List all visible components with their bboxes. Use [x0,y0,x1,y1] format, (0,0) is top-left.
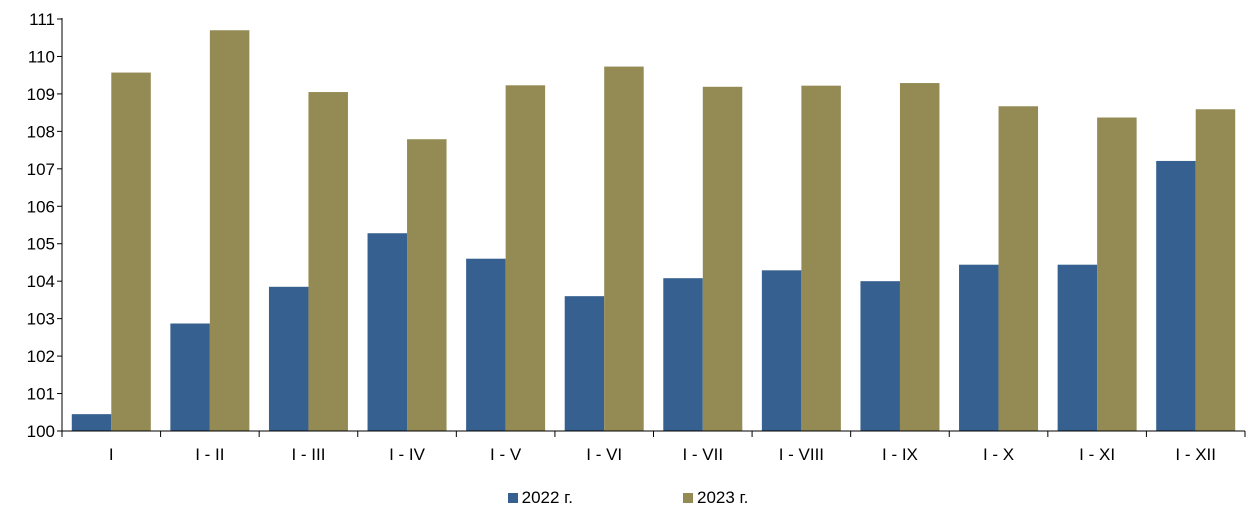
x-tick-label: I - IX [882,445,918,464]
bar-2022-2 [170,323,210,431]
y-tick-label: 108 [27,122,55,141]
bar-2022-8 [761,270,802,431]
y-tick-label: 100 [27,422,55,441]
bar-2022-1 [71,414,112,431]
y-tick-label: 105 [27,235,55,254]
bars-layer [71,30,1236,432]
bar-2023-2 [209,30,250,432]
legend: 2022 г. 2023 г. [0,488,1256,508]
legend-swatch-2023 [683,493,693,503]
x-tick-label: I - II [195,445,224,464]
labels-layer: 100 101 102 103 104 105 106 107 108 109 110 111 I I -… [27,10,1216,464]
x-tick-label: I - VI [586,445,622,464]
legend-item-2022: 2022 г. [507,488,573,508]
y-tick-label: 102 [27,347,55,366]
bar-2022-11 [1057,264,1098,431]
y-tick-label: 101 [27,385,55,404]
axis-layer [57,18,1246,437]
x-tick-label: I - III [291,445,325,464]
y-tick-label: 111 [29,10,55,29]
bar-2022-7 [663,278,703,431]
legend-label-2023: 2023 г. [697,488,749,507]
x-tick-label: I - XII [1175,445,1216,464]
legend-item-2023: 2023 г. [683,488,748,508]
x-tick-label: I - VII [682,445,723,464]
bar-2022-3 [268,286,309,431]
y-tick-label: 109 [27,85,55,104]
bar-2022-12 [1156,160,1196,431]
bar-2022-4 [367,233,408,431]
bar-2023-10 [998,106,1039,432]
y-tick-label: 110 [28,47,55,66]
x-tick-label: I [109,445,114,464]
x-tick-label: I - VIII [779,445,824,464]
y-tick-label: 106 [27,197,55,216]
x-tick-label: I - XI [1079,445,1115,464]
bar-2023-11 [1097,117,1137,431]
bar-2023-3 [308,92,348,431]
bar-2023-4 [407,139,447,432]
legend-swatch-2022 [507,493,518,503]
bar-2023-8 [801,85,841,432]
bar-2023-5 [505,85,546,431]
bar-2023-6 [604,66,644,431]
bar-2022-5 [466,258,506,431]
x-tick-label: I - IV [389,445,426,464]
bar-2023-1 [111,72,151,431]
bar-2022-10 [959,264,999,431]
bar-2022-9 [860,281,900,431]
x-tick-label: I - X [983,445,1014,464]
bar-2023-9 [899,83,940,432]
bar-chart: 100 101 102 103 104 105 106 107 108 109 110 111 I I -… [27,10,1246,464]
bar-2023-7 [702,86,743,431]
y-tick-label: 107 [27,160,55,179]
bar-2023-12 [1195,109,1236,432]
legend-label-2022: 2022 г. [521,488,573,507]
y-tick-label: 103 [27,310,55,329]
x-tick-label: I - V [490,445,522,464]
bar-2022-6 [564,296,605,431]
y-tick-label: 104 [27,272,55,291]
